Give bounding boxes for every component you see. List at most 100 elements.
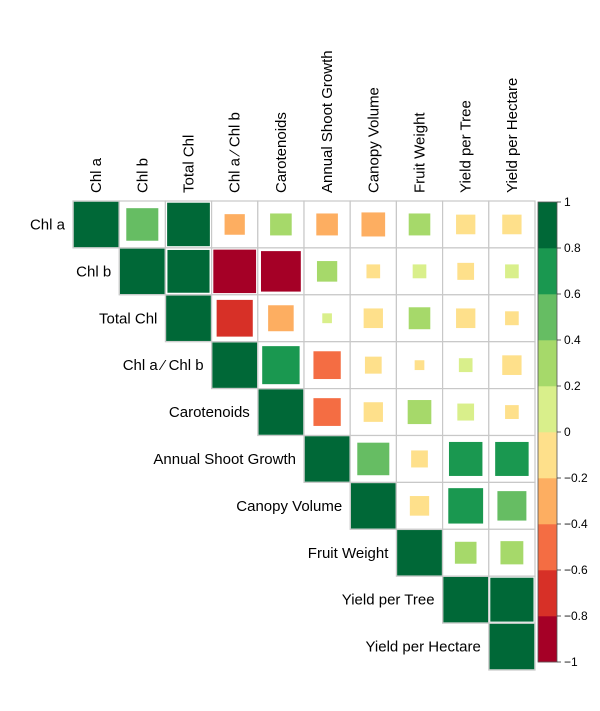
colorbar-tick-label: 0.4 <box>564 333 581 347</box>
corr-chl-b-annual-shoot-growth <box>316 261 338 282</box>
corr-carotenoids-annual-shoot-growth <box>313 398 341 426</box>
colorbar-bin <box>538 616 557 663</box>
column-label-yield-per-hectare: Yield per Hectare <box>504 78 521 193</box>
colorbar-tick-label: 1 <box>564 195 571 209</box>
colorbar-tick-label: −1 <box>564 655 578 669</box>
corr-chl-a-chl-b-yield-per-tree <box>458 358 473 373</box>
row-label-chl-a: Chl a <box>30 216 66 233</box>
grid-cell <box>488 341 536 390</box>
colorbar-tick-label: −0.6 <box>564 563 588 577</box>
row-label-fruit-weight: Fruit Weight <box>308 545 389 562</box>
corr-total-chl-annual-shoot-growth <box>322 313 332 324</box>
grid-cell <box>395 434 444 484</box>
colorbar-tick-label: 0 <box>564 425 571 439</box>
corr-chl-a-chl-b-yield-per-hectare <box>502 355 522 375</box>
corr-carotenoids-yield-per-tree <box>457 403 475 421</box>
column-labels: Chl a Chl b Total Chl Chl a ⁄ Chl b Caroteno… <box>88 50 521 193</box>
corr-chl-a-chl-b-carotenoids <box>262 346 300 385</box>
corr-annual-shoot-growth-fruit-weight <box>411 450 428 468</box>
corr-total-chl-yield-per-hectare <box>505 311 519 326</box>
corr-total-chl-yield-per-tree <box>456 308 476 329</box>
column-label-chl-a-chl-b: Chl a ⁄ Chl b <box>227 112 244 193</box>
colorbar: −1 −0.8 −0.6 −0.4 −0.2 0 0.2 0.4 0.6 0.8 1 <box>537 195 588 669</box>
colorbar-bin <box>538 386 557 433</box>
corr-fruit-weight-yield-per-tree <box>454 541 477 564</box>
corr-canopy-volume-fruit-weight <box>409 496 430 516</box>
corr-annual-shoot-growth-yield-per-tree <box>448 441 483 476</box>
corr-chl-b-yield-per-hectare <box>505 264 519 279</box>
colorbar-bin <box>538 432 557 479</box>
colorbar-tick-label: −0.8 <box>564 609 588 623</box>
corr-yield-per-tree-yield-per-hectare <box>490 577 534 622</box>
row-labels: Chl a Chl b Total Chl Chl a ⁄ Chl b Caroteno… <box>30 216 481 655</box>
colorbar-bin <box>538 340 557 387</box>
column-label-carotenoids: Carotenoids <box>273 112 290 193</box>
colorbar-tick-label: 0.2 <box>564 379 581 393</box>
column-label-chl-b: Chl b <box>134 158 151 193</box>
corr-chl-a-yield-per-tree <box>456 214 476 235</box>
corr-annual-shoot-growth-canopy-volume <box>357 442 390 476</box>
corr-chl-a-fruit-weight <box>408 213 431 236</box>
colorbar-bin <box>538 570 557 617</box>
colorbar-bin <box>538 202 557 249</box>
grid-cell <box>349 294 398 343</box>
colorbar-bin <box>538 524 557 571</box>
row-label-carotenoids: Carotenoids <box>169 404 250 421</box>
column-label-total-chl: Total Chl <box>181 135 198 193</box>
corr-chl-a-chl-b-chl-a-chl-b <box>212 342 258 388</box>
column-label-chl-a: Chl a <box>88 157 105 193</box>
row-label-total-chl: Total Chl <box>99 310 157 327</box>
grid-cell <box>395 388 444 437</box>
colorbar-bin <box>538 294 557 341</box>
corr-chl-a-chl-b-canopy-volume <box>364 356 382 374</box>
row-label-chl-b: Chl b <box>76 263 111 280</box>
corr-chl-b-chl-b <box>119 248 165 295</box>
column-label-canopy-volume: Canopy Volume <box>365 87 382 193</box>
corr-chl-a-yield-per-hectare <box>502 214 522 235</box>
row-label-chl-a-chl-b: Chl a ⁄ Chl b <box>123 357 204 374</box>
corr-fruit-weight-yield-per-hectare <box>500 541 524 565</box>
corr-fruit-weight-fruit-weight <box>397 530 442 576</box>
corr-carotenoids-yield-per-hectare <box>505 405 519 419</box>
corr-chl-b-chl-a-chl-b <box>213 249 257 294</box>
corr-yield-per-hectare-yield-per-hectare <box>489 623 535 670</box>
corr-chl-a-carotenoids <box>270 213 292 236</box>
colorbar-tick-label: 0.6 <box>564 287 581 301</box>
corr-annual-shoot-growth-annual-shoot-growth <box>304 436 350 482</box>
corr-chl-a-chl-b-fruit-weight <box>414 360 425 371</box>
corr-chl-a-canopy-volume <box>361 212 386 237</box>
column-label-annual-shoot-growth: Annual Shoot Growth <box>319 50 336 193</box>
colorbar-tick-label: 0.8 <box>564 241 581 255</box>
colorbar-bin <box>538 478 557 525</box>
corr-chl-b-carotenoids <box>260 251 301 292</box>
corr-chl-a-chl-a <box>73 201 119 248</box>
corr-chl-a-chl-b-annual-shoot-growth <box>313 351 341 380</box>
corr-total-chl-total-chl <box>166 295 211 341</box>
corr-total-chl-canopy-volume <box>363 308 383 329</box>
corr-chl-a-chl-b <box>126 208 159 241</box>
corr-chl-b-total-chl <box>167 249 210 293</box>
corr-total-chl-carotenoids <box>268 305 294 332</box>
corr-carotenoids-fruit-weight <box>407 400 432 425</box>
corr-canopy-volume-yield-per-hectare <box>497 491 527 521</box>
correlation-cells <box>72 200 536 671</box>
row-label-yield-per-tree: Yield per Tree <box>342 592 435 609</box>
corr-yield-per-tree-yield-per-tree <box>443 576 489 623</box>
corr-chl-b-fruit-weight <box>412 264 427 279</box>
row-label-annual-shoot-growth: Annual Shoot Growth <box>153 451 296 468</box>
column-label-yield-per-tree: Yield per Tree <box>458 100 475 193</box>
corr-chl-b-canopy-volume <box>366 264 381 279</box>
corr-canopy-volume-yield-per-tree <box>448 488 484 524</box>
corr-canopy-volume-canopy-volume <box>350 483 396 529</box>
column-label-fruit-weight: Fruit Weight <box>412 112 429 193</box>
row-label-canopy-volume: Canopy Volume <box>236 498 342 515</box>
corr-chl-a-chl-a-chl-b <box>224 214 245 235</box>
corr-chl-a-annual-shoot-growth <box>316 213 338 236</box>
row-label-yield-per-hectare: Yield per Hectare <box>365 639 480 656</box>
colorbar-bin <box>538 248 557 295</box>
colorbar-tick-label: −0.2 <box>564 471 588 485</box>
corr-chl-a-total-chl <box>167 202 210 247</box>
corr-annual-shoot-growth-yield-per-hectare <box>495 441 529 476</box>
corr-carotenoids-carotenoids <box>258 389 304 435</box>
